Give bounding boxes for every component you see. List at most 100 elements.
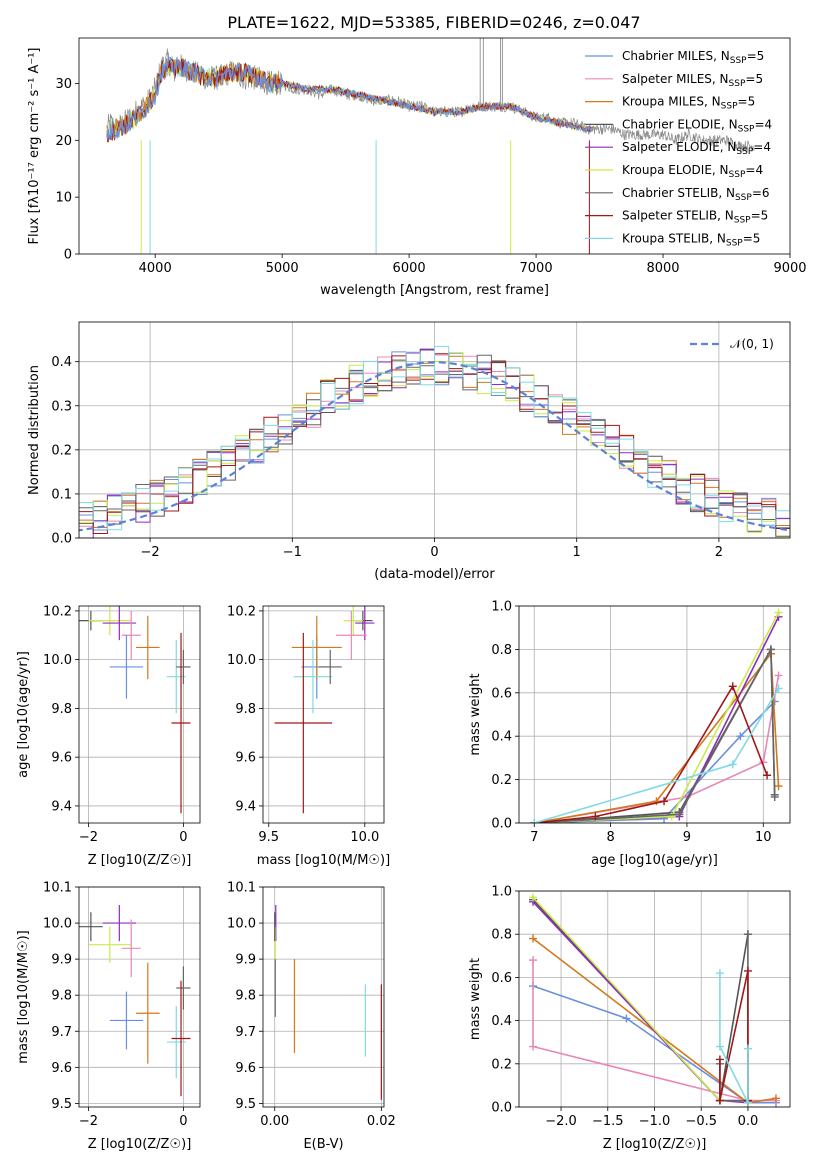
- x-tick-label: 0.0: [738, 1114, 759, 1129]
- y-tick-label: 0.3: [51, 399, 72, 414]
- axes-frame: [262, 605, 385, 824]
- plot-area: [79, 606, 191, 814]
- histogram-step-line: [79, 345, 790, 538]
- series-marker: [766, 645, 775, 654]
- axes-frame: [262, 886, 385, 1108]
- legend-label: Kroupa STELIB, NSSP=5: [622, 231, 760, 248]
- series-marker: [715, 1042, 724, 1051]
- y-axis-label: mass [log10(M/M☉)]: [16, 930, 31, 1063]
- series-marker: [774, 608, 783, 617]
- legend-label: Chabrier STELIB, NSSP=6: [622, 186, 770, 203]
- y-tick-label: 0.2: [491, 773, 512, 788]
- y-tick-label: 0.4: [51, 355, 72, 370]
- x-tick-label: 0.00: [260, 1114, 289, 1129]
- x-axis-label: mass [log10(M/M☉)]: [257, 853, 390, 868]
- plot-area: [274, 606, 375, 814]
- axes-frame: [78, 37, 791, 255]
- y-tick-label: 9.9: [51, 953, 72, 968]
- y-tick-label: 10.0: [227, 653, 256, 668]
- x-tick-label: 7000: [520, 261, 553, 276]
- series-marker: [529, 934, 538, 943]
- x-tick-label: −2: [141, 545, 160, 560]
- series-marker: [652, 797, 661, 806]
- series-marker: [743, 966, 752, 975]
- y-tick-label: 1.0: [491, 600, 512, 615]
- series-line: [534, 651, 780, 823]
- y-tick-label: 9.6: [51, 751, 72, 766]
- panel-mass-vs-Z: −2 0 9.5 9.6 9.7 9.8 9.9 10.0 10.1 Z [log10(Z/Z☉)…: [16, 881, 201, 1152]
- plot-area: [274, 905, 382, 1100]
- y-tick-label: 9.8: [235, 989, 256, 1004]
- y-tick-label: 9.6: [235, 1061, 256, 1076]
- x-tick-label: 1: [573, 545, 581, 560]
- y-tick-label: 0.0: [491, 1101, 512, 1116]
- axes-frame: [78, 886, 201, 1108]
- y-tick-label: 0.6: [491, 971, 512, 986]
- y-tick-label: 0: [64, 248, 72, 263]
- y-tick-label: 0.2: [51, 443, 72, 458]
- y-tick-label: 10.0: [43, 653, 72, 668]
- series-marker: [743, 1098, 752, 1107]
- x-tick-label: 4000: [139, 261, 172, 276]
- legend-label: Salpeter MILES, NSSP=5: [622, 72, 763, 89]
- series-marker: [728, 760, 737, 769]
- x-axis-label: E(B-V): [303, 1137, 343, 1152]
- y-tick-label: 9.5: [51, 1097, 72, 1112]
- legend-label: Kroupa ELODIE, NSSP=4: [622, 163, 763, 180]
- y-tick-label: 9.7: [235, 1025, 256, 1040]
- y-axis-label: mass weight: [468, 673, 483, 755]
- y-tick-label: 9.4: [51, 799, 72, 814]
- axes-frame: [518, 605, 791, 824]
- series-marker: [529, 1042, 538, 1051]
- plot-area: [529, 893, 780, 1107]
- y-tick-label: 0.8: [491, 643, 512, 658]
- legend-label: Salpeter STELIB, NSSP=5: [622, 209, 768, 226]
- figure-title: PLATE=1622, MJD=53385, FIBERID=0246, z=0…: [227, 13, 640, 32]
- panel-age-vs-Z: −2 0 9.4 9.6 9.8 10.0 10.2 Z [log10(Z/Z☉)] age […: [16, 604, 201, 868]
- panel-spectrum: 4000 5000 6000 7000 8000 9000 0 10 20 30 wavelengt…: [27, 37, 807, 298]
- series-marker: [774, 684, 783, 693]
- axes-frame: [78, 605, 201, 824]
- panel-residual-hist: −2 −1 0 1 2 0.0 0.1 0.2 0.3 0.4 (data-model)/error…: [27, 321, 791, 582]
- series-marker: [667, 812, 676, 821]
- y-tick-label: 9.9: [235, 953, 256, 968]
- spectrum-xlabel: wavelength [Angstrom, rest frame]: [320, 283, 549, 298]
- plot-area: [79, 905, 191, 1097]
- series-marker: [591, 812, 600, 821]
- x-tick-label: 0: [430, 545, 438, 560]
- series-line: [532, 899, 749, 1103]
- y-tick-label: 9.8: [51, 989, 72, 1004]
- y-tick-label: 9.4: [235, 799, 256, 814]
- series-marker: [715, 969, 724, 978]
- y-axis-label: age [log10(age/yr)]: [16, 651, 31, 778]
- series-marker: [675, 810, 684, 819]
- series-line: [719, 973, 749, 1104]
- x-tick-label: −0.5: [685, 1114, 717, 1129]
- series-marker: [530, 819, 539, 823]
- plot-area: [79, 345, 790, 538]
- series-marker: [715, 1055, 724, 1064]
- y-tick-label: 0.2: [491, 1057, 512, 1072]
- series-marker: [736, 732, 745, 741]
- series-marker: [622, 1014, 631, 1023]
- series-marker: [774, 782, 783, 791]
- x-tick-label: 7: [530, 830, 538, 845]
- y-axis-label: mass weight: [468, 958, 483, 1040]
- x-tick-label: 9.5: [258, 830, 279, 845]
- residual-ylabel: Normed distribution: [27, 365, 42, 495]
- panel-weight-vs-age: 7 8 9 10 0.0 0.2 0.4 0.6 0.8 1.0 age [log10(age/yr…: [468, 600, 791, 868]
- series-marker: [743, 930, 752, 939]
- legend-label: Chabrier MILES, NSSP=5: [622, 49, 764, 66]
- residual-xlabel: (data-model)/error: [374, 567, 495, 582]
- x-tick-label: 10.0: [350, 830, 379, 845]
- normal-reference-curve: [79, 360, 790, 532]
- x-tick-label: 8000: [646, 261, 679, 276]
- series-marker: [743, 1044, 752, 1053]
- y-tick-label: 30: [55, 77, 72, 92]
- y-tick-label: 10.1: [227, 881, 256, 896]
- x-tick-label: −2: [79, 1114, 98, 1129]
- x-tick-label: 9: [683, 830, 691, 845]
- x-tick-label: 6000: [393, 261, 426, 276]
- series-marker: [763, 771, 772, 780]
- y-tick-label: 0.4: [491, 1014, 512, 1029]
